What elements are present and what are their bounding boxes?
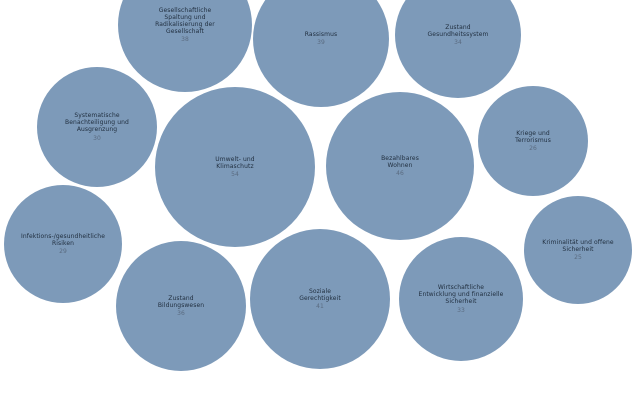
bubble-value: 46	[396, 169, 404, 177]
bubble-value: 29	[59, 247, 67, 255]
bubble-content: Systematische Benachteiligung und Ausgre…	[65, 112, 129, 141]
bubble-label: Systematische Benachteiligung und Ausgre…	[65, 112, 129, 134]
bubble-gesellschaftliche-spaltung[interactable]: Gesellschaftliche Spaltung und Radikalis…	[118, 0, 252, 92]
bubble-content: Rassismus 39	[305, 31, 337, 46]
bubble-value: 25	[574, 253, 582, 261]
bubble-infektions-gesundheitliche-risiken[interactable]: Infektions-/gesundheitliche Risiken 29	[4, 185, 122, 303]
bubble-content: Wirtschaftliche Entwicklung und finanzie…	[419, 284, 504, 313]
bubble-wirtschaftliche-entwicklung[interactable]: Wirtschaftliche Entwicklung und finanzie…	[399, 237, 523, 361]
bubble-value: 41	[316, 302, 324, 310]
bubble-content: Soziale Gerechtigkeit 41	[299, 288, 341, 310]
bubble-content: Umwelt- und Klimaschutz 54	[215, 156, 254, 178]
bubble-label: Rassismus	[304, 31, 338, 39]
bubble-value: 30	[93, 134, 101, 142]
bubble-label: Soziale Gerechtigkeit	[299, 287, 341, 302]
bubble-value: 26	[529, 144, 537, 152]
bubble-content: Kriege und Terrorismus 26	[515, 130, 551, 152]
bubble-label: Infektions-/gesundheitliche Risiken	[20, 232, 106, 247]
bubble-value: 39	[317, 39, 325, 47]
bubble-soziale-gerechtigkeit[interactable]: Soziale Gerechtigkeit 41	[250, 229, 390, 369]
bubble-label: Zustand Bildungswesen	[157, 294, 205, 309]
bubble-zustand-bildungswesen[interactable]: Zustand Bildungswesen 36	[116, 241, 246, 371]
bubble-umwelt-und-klimaschutz[interactable]: Umwelt- und Klimaschutz 54	[155, 87, 315, 247]
bubble-bezahlbares-wohnen[interactable]: Bezahlbares Wohnen 46	[326, 92, 474, 240]
bubble-zustand-gesundheitssystem[interactable]: Zustand Gesundheitssystem 34	[395, 0, 521, 98]
bubble-label: Umwelt- und Klimaschutz	[215, 155, 255, 170]
bubble-content: Kriminalität und offene Sicherheit 25	[542, 239, 613, 261]
bubble-label: Bezahlbares Wohnen	[381, 154, 419, 169]
bubble-content: Gesellschaftliche Spaltung und Radikalis…	[155, 7, 215, 44]
bubble-label: Gesellschaftliche Spaltung und Radikalis…	[155, 6, 215, 35]
bubble-value: 36	[177, 309, 185, 317]
bubble-label: Kriminalität und offene Sicherheit	[542, 238, 614, 253]
bubble-label: Zustand Gesundheitssystem	[427, 23, 489, 38]
bubble-value: 54	[231, 170, 239, 178]
bubble-systematische-benachteiligung[interactable]: Systematische Benachteiligung und Ausgre…	[37, 67, 157, 187]
bubble-rassismus[interactable]: Rassismus 39	[253, 0, 389, 107]
bubble-value: 33	[457, 306, 465, 314]
bubble-value: 34	[454, 38, 462, 46]
bubble-kriege-und-terrorismus[interactable]: Kriege und Terrorismus 26	[478, 86, 588, 196]
bubble-content: Zustand Gesundheitssystem 34	[428, 24, 489, 46]
bubble-content: Zustand Bildungswesen 36	[158, 295, 204, 317]
bubble-value: 38	[181, 36, 189, 44]
bubble-label: Kriege und Terrorismus	[515, 129, 551, 144]
bubble-content: Infektions-/gesundheitliche Risiken 29	[21, 233, 105, 255]
bubble-label: Wirtschaftliche Entwicklung und finanzie…	[418, 284, 504, 306]
bubble-content: Bezahlbares Wohnen 46	[381, 155, 419, 177]
bubble-kriminalitaet-und-offene-sicherheit[interactable]: Kriminalität und offene Sicherheit 25	[524, 196, 632, 304]
